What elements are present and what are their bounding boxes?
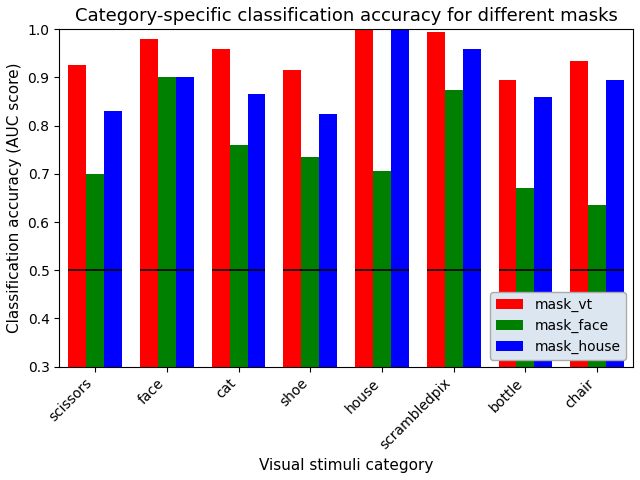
Bar: [319, 114, 337, 367]
Bar: [301, 157, 319, 367]
Bar: [212, 48, 230, 367]
Bar: [391, 29, 409, 367]
Bar: [68, 65, 86, 367]
Bar: [230, 145, 248, 367]
Bar: [606, 80, 624, 367]
Bar: [516, 188, 534, 367]
Bar: [427, 32, 445, 367]
Bar: [373, 171, 391, 367]
Bar: [570, 60, 588, 367]
X-axis label: Visual stimuli category: Visual stimuli category: [259, 458, 433, 473]
Bar: [445, 89, 463, 367]
Bar: [140, 39, 158, 367]
Legend: mask_vt, mask_face, mask_house: mask_vt, mask_face, mask_house: [490, 292, 626, 360]
Bar: [104, 111, 122, 367]
Bar: [284, 70, 301, 367]
Bar: [355, 29, 373, 367]
Bar: [499, 80, 516, 367]
Bar: [463, 48, 481, 367]
Y-axis label: Classification accuracy (AUC score): Classification accuracy (AUC score): [7, 63, 22, 333]
Bar: [588, 205, 606, 367]
Bar: [534, 97, 552, 367]
Bar: [248, 95, 266, 367]
Title: Category-specific classification accuracy for different masks: Category-specific classification accurac…: [75, 7, 618, 25]
Bar: [176, 77, 194, 367]
Bar: [86, 174, 104, 367]
Bar: [158, 77, 176, 367]
